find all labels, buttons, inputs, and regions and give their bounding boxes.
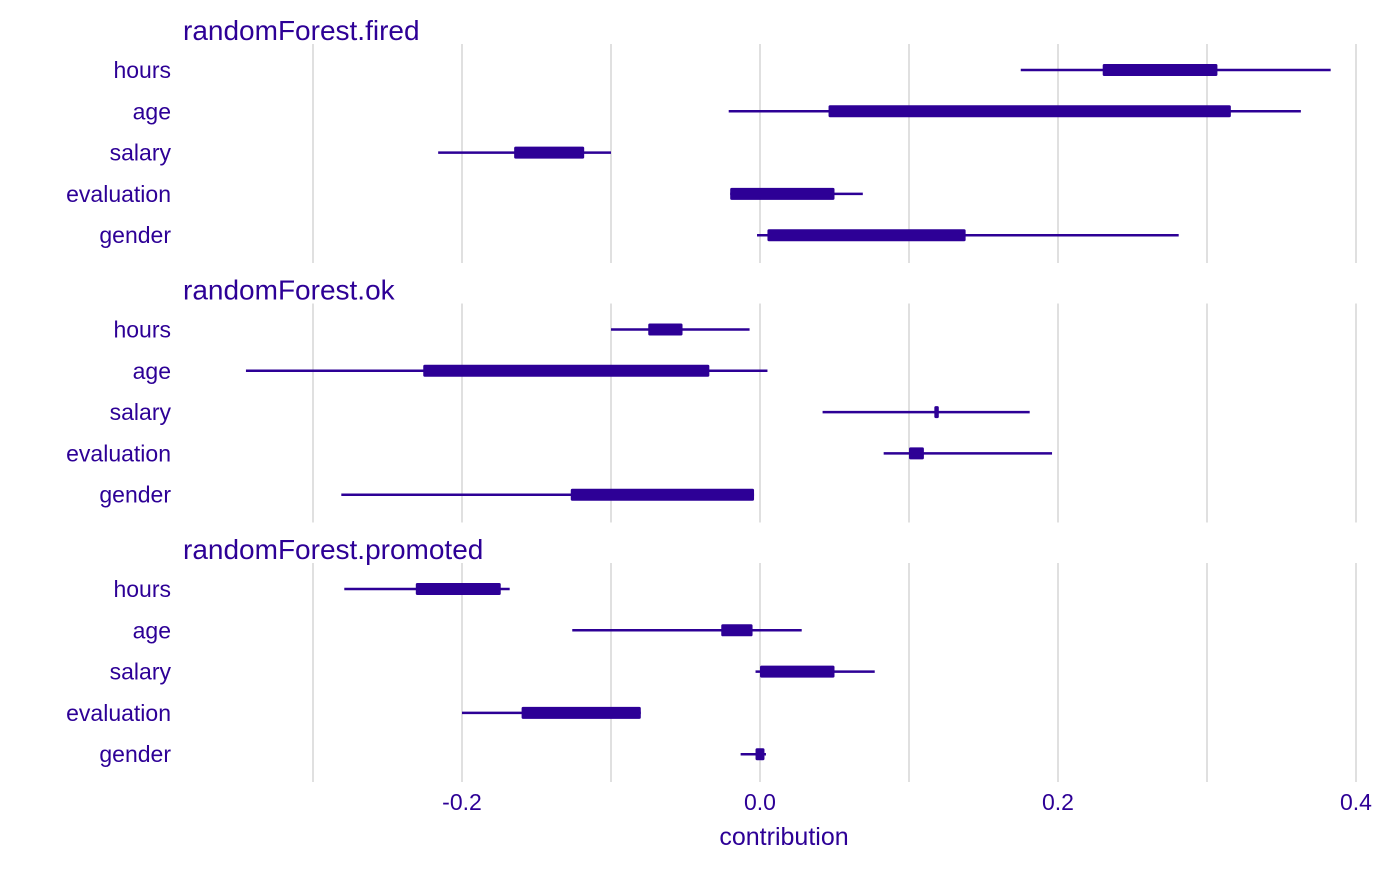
y-tick-label: hours bbox=[113, 576, 171, 602]
y-tick-label: age bbox=[133, 98, 171, 124]
y-tick-label: hours bbox=[113, 57, 171, 83]
y-tick-label: evaluation bbox=[66, 440, 171, 466]
x-tick-label: 0.4 bbox=[1340, 789, 1372, 815]
box-age bbox=[828, 105, 1231, 118]
x-axis: -0.2 0.0 0.2 0.4 contribution bbox=[442, 789, 1372, 851]
y-tick-label: age bbox=[133, 358, 171, 384]
y-tick-label: hours bbox=[113, 317, 171, 343]
x-tick-label: 0.2 bbox=[1042, 789, 1074, 815]
box-hours bbox=[415, 583, 501, 595]
y-tick-label: age bbox=[133, 617, 171, 643]
y-tick-label: salary bbox=[110, 399, 172, 425]
box-evaluation bbox=[521, 706, 641, 719]
panel-title: randomForest.ok bbox=[183, 275, 396, 306]
box-salary bbox=[514, 146, 585, 159]
x-axis-label: contribution bbox=[719, 823, 848, 851]
panel-title: randomForest.fired bbox=[183, 15, 420, 46]
y-tick-label: evaluation bbox=[66, 181, 171, 207]
y-tick-label: gender bbox=[99, 741, 171, 767]
box-hours bbox=[1102, 64, 1218, 76]
y-tick-label: evaluation bbox=[66, 700, 171, 726]
box-hours bbox=[648, 323, 683, 336]
x-tick-label: -0.2 bbox=[442, 789, 482, 815]
panel-title: randomForest.promoted bbox=[183, 534, 483, 565]
panel-1: randomForest.ok hours age salary evaluation g… bbox=[66, 275, 1357, 523]
x-tick-label: 0.0 bbox=[744, 789, 776, 815]
y-tick-label: salary bbox=[110, 140, 172, 166]
panel-2: randomForest.promoted hours age salary evalu… bbox=[66, 534, 1357, 782]
box-gender bbox=[755, 748, 765, 761]
panel-0: randomForest.fired hours age salary evaluati… bbox=[66, 15, 1357, 263]
box-gender bbox=[570, 488, 755, 501]
box-salary bbox=[934, 406, 939, 419]
box-evaluation bbox=[909, 447, 924, 460]
box-evaluation bbox=[730, 187, 835, 200]
y-tick-label: salary bbox=[110, 659, 172, 685]
y-tick-label: gender bbox=[99, 222, 171, 248]
box-age bbox=[423, 364, 710, 377]
y-tick-label: gender bbox=[99, 482, 171, 508]
box-salary bbox=[760, 665, 835, 678]
box-age bbox=[721, 624, 753, 637]
box-gender bbox=[767, 229, 966, 242]
